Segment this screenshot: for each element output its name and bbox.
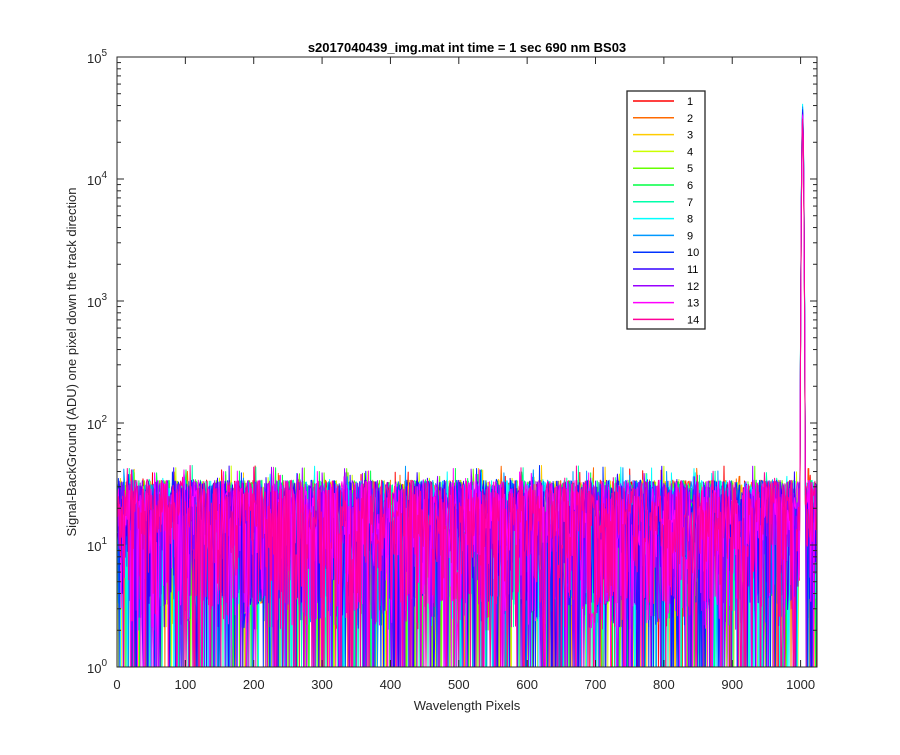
legend-label-9: 9 (687, 230, 693, 242)
plot-frame (116, 56, 818, 668)
x-tick-label: 100 (175, 677, 197, 692)
y-tick-label: 103 (87, 292, 107, 310)
legend-label-3: 3 (687, 130, 693, 142)
legend-label-2: 2 (687, 113, 693, 125)
y-tick-label: 105 (87, 48, 107, 66)
x-tick-label: 900 (721, 677, 743, 692)
x-axis-label: Wavelength Pixels (414, 698, 521, 713)
legend-label-13: 13 (687, 298, 699, 310)
x-tick-label: 400 (380, 677, 402, 692)
legend-label-8: 8 (687, 214, 693, 226)
x-tick-label: 600 (516, 677, 538, 692)
x-tick-label: 200 (243, 677, 265, 692)
legend-label-1: 1 (687, 96, 693, 108)
y-tick-label: 104 (87, 170, 107, 188)
x-tick-label: 700 (585, 677, 607, 692)
chart-title: s2017040439_img.mat int time = 1 sec 690… (308, 40, 626, 55)
legend-label-12: 12 (687, 281, 699, 293)
x-tick-label: 0 (113, 677, 120, 692)
y-axis-label: Signal-BackGround (ADU) one pixel down t… (64, 187, 79, 536)
legend-label-7: 7 (687, 197, 693, 209)
x-tick-label: 500 (448, 677, 470, 692)
legend-label-10: 10 (687, 247, 699, 259)
y-tick-label: 101 (87, 536, 107, 554)
y-tick-label: 102 (87, 414, 107, 432)
legend-label-6: 6 (687, 180, 693, 192)
y-tick-label: 100 (87, 658, 107, 676)
series-layer (117, 103, 817, 667)
legend-box (626, 90, 706, 330)
x-tick-label: 300 (311, 677, 333, 692)
legend-label-4: 4 (687, 146, 693, 158)
series-line-14 (117, 118, 817, 667)
legend-label-5: 5 (687, 163, 693, 175)
legend-label-11: 11 (687, 264, 698, 276)
legend-label-14: 14 (687, 314, 699, 326)
x-tick-label: 1000 (786, 677, 815, 692)
x-tick-label: 800 (653, 677, 675, 692)
